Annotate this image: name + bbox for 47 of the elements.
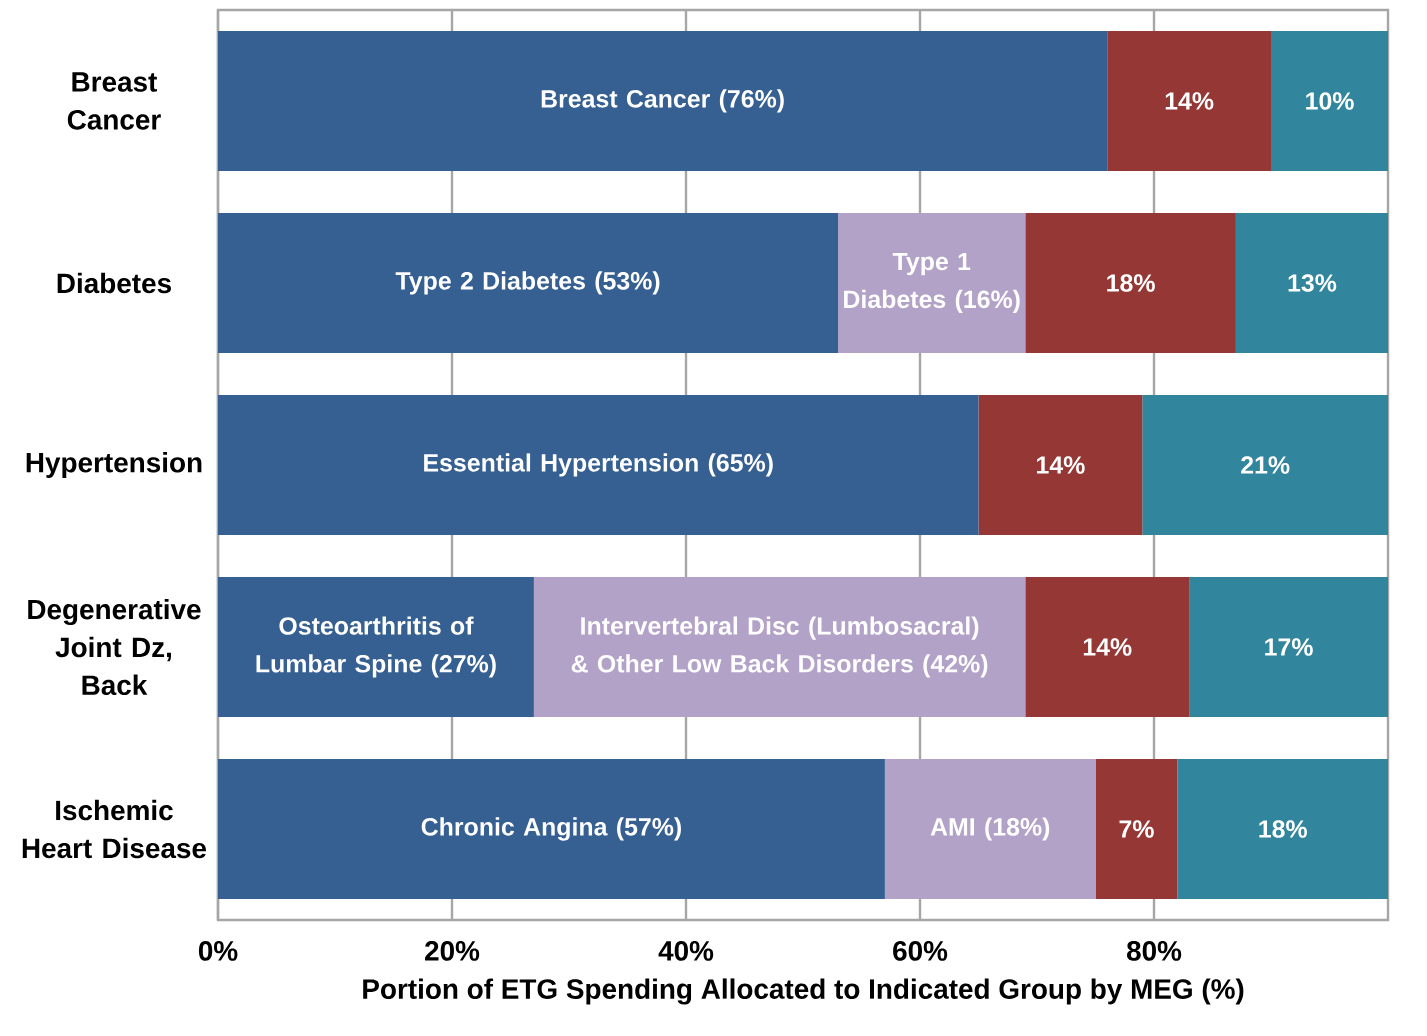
data-label: Osteoarthritis of Lumbar Spine (27%) [256, 616, 496, 678]
data-label: 13% [1288, 274, 1337, 292]
data-label: 10% [1306, 92, 1354, 110]
data-label: 17% [1265, 638, 1313, 656]
bar [218, 212, 839, 354]
bar [218, 576, 534, 718]
data-label: Essential Hypertension (65%) [424, 453, 773, 477]
bar [533, 576, 1026, 718]
bar [1189, 576, 1389, 718]
bar [1095, 758, 1178, 900]
x-axis-title: Portion of ETG Spending Allocated to Indicated Group by MEG (%) [363, 978, 1244, 1005]
y-tick-label: Hypertension [26, 452, 202, 478]
data-label: Breast Cancer (76%) [541, 89, 784, 113]
data-label: 7% [1119, 820, 1154, 838]
bar [1025, 576, 1190, 718]
x-tick-label: 20% [425, 940, 480, 961]
data-label: AMI (18%) [930, 817, 1050, 841]
bar [1271, 30, 1389, 172]
bar [1025, 212, 1236, 354]
bar [884, 758, 1096, 900]
data-label: Intervertebral Disc (Lumbosacral) & Other Low Back Disorders (42%) [571, 616, 988, 678]
bar [1235, 212, 1389, 354]
bar [838, 212, 1026, 354]
bar [1107, 30, 1272, 172]
data-label: 14% [1037, 456, 1085, 474]
data-label: 18% [1107, 274, 1155, 292]
bar [218, 30, 1108, 172]
bar [218, 758, 885, 900]
data-label: Type 1 Diabetes (16%) [844, 252, 1020, 314]
x-tick-label: 60% [893, 940, 948, 961]
bar [1177, 758, 1389, 900]
bar [1142, 394, 1389, 536]
data-label: Chronic Angina (57%) [421, 817, 681, 841]
data-label: 14% [1165, 92, 1214, 110]
y-tick-label: Diabetes [57, 272, 171, 294]
data-label: Type 2 Diabetes (53%) [395, 271, 660, 295]
x-tick-label: 0% [198, 940, 238, 961]
y-tick-label: Degenerative Joint Dz, Back [28, 598, 201, 696]
data-label: 14% [1083, 638, 1132, 656]
data-label: 18% [1259, 820, 1307, 838]
x-tick-label: 40% [658, 940, 714, 961]
x-tick-label: 80% [1126, 940, 1182, 961]
data-label: 21% [1241, 456, 1290, 474]
y-tick-label: Breast Cancer [67, 72, 161, 130]
bar [978, 394, 1143, 536]
y-tick-label: Ischemic Heart Disease [22, 799, 207, 859]
bar [218, 394, 979, 536]
